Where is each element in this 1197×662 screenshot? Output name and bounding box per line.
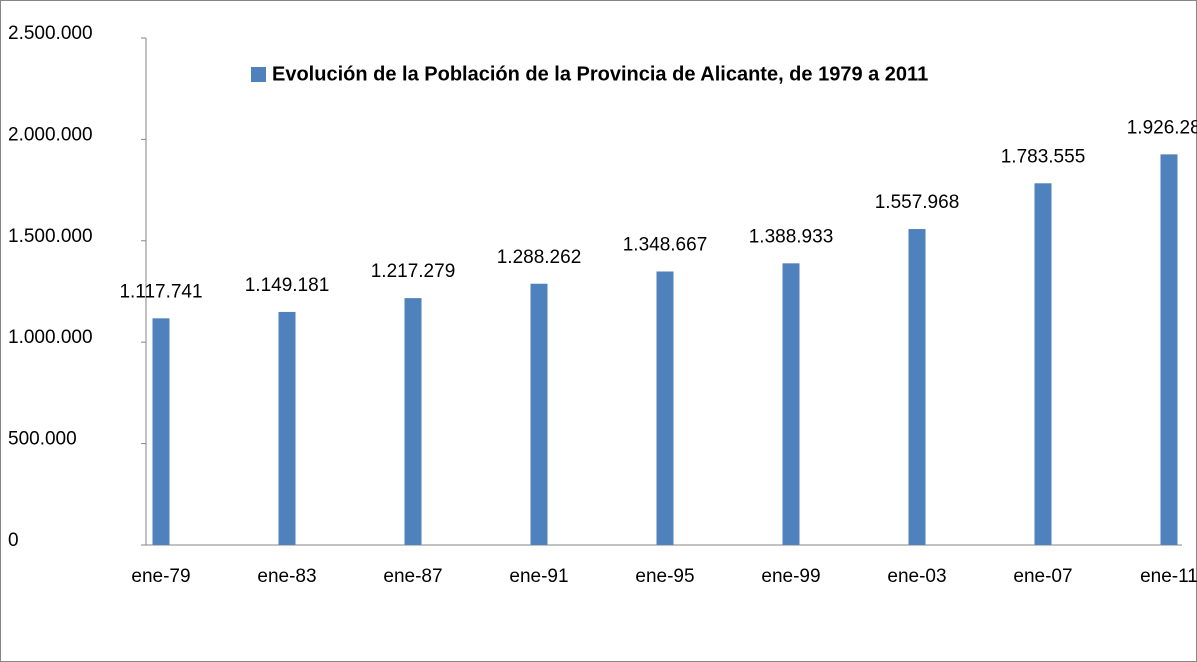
y-tick-label: 2.500.000: [8, 23, 93, 44]
y-tick-label: 0: [8, 530, 19, 551]
data-label: 1.117.741: [119, 281, 202, 302]
x-tick-label: ene-87: [383, 566, 442, 587]
y-tick-label: 2.000.000: [8, 124, 93, 145]
data-label: 1.388.933: [749, 226, 834, 247]
data-label: 1.348.667: [623, 235, 708, 256]
legend-swatch: [251, 67, 266, 82]
bar: [278, 311, 296, 545]
bar: [404, 298, 422, 545]
bar: [1160, 154, 1178, 545]
x-tick-label: ene-91: [509, 566, 568, 587]
x-tick-label: ene-99: [761, 566, 820, 587]
bar: [656, 271, 674, 545]
data-label: 1.288.262: [497, 247, 582, 268]
x-tick-label: ene-11: [1140, 566, 1197, 587]
legend-label: Evolución de la Población de la Provinci…: [272, 63, 928, 85]
bar: [152, 318, 170, 545]
y-tick-label: 500.000: [8, 429, 77, 450]
bar: [1034, 183, 1052, 545]
bar: [908, 229, 926, 546]
data-label: 1.217.279: [371, 261, 456, 282]
bar: [530, 283, 548, 545]
data-label: 1.926.285: [1127, 117, 1197, 138]
bar: [782, 263, 800, 545]
x-tick-label: ene-07: [1013, 566, 1072, 587]
y-tick-label: 1.000.000: [8, 327, 93, 348]
y-tick-label: 1.500.000: [8, 226, 93, 247]
data-label: 1.557.968: [875, 192, 960, 213]
x-tick-label: ene-79: [131, 566, 190, 587]
x-tick-label: ene-83: [257, 566, 316, 587]
x-tick-label: ene-95: [635, 566, 694, 587]
x-tick-label: ene-03: [887, 566, 946, 587]
data-label: 1.783.555: [1001, 146, 1086, 167]
data-label: 1.149.181: [245, 275, 330, 296]
